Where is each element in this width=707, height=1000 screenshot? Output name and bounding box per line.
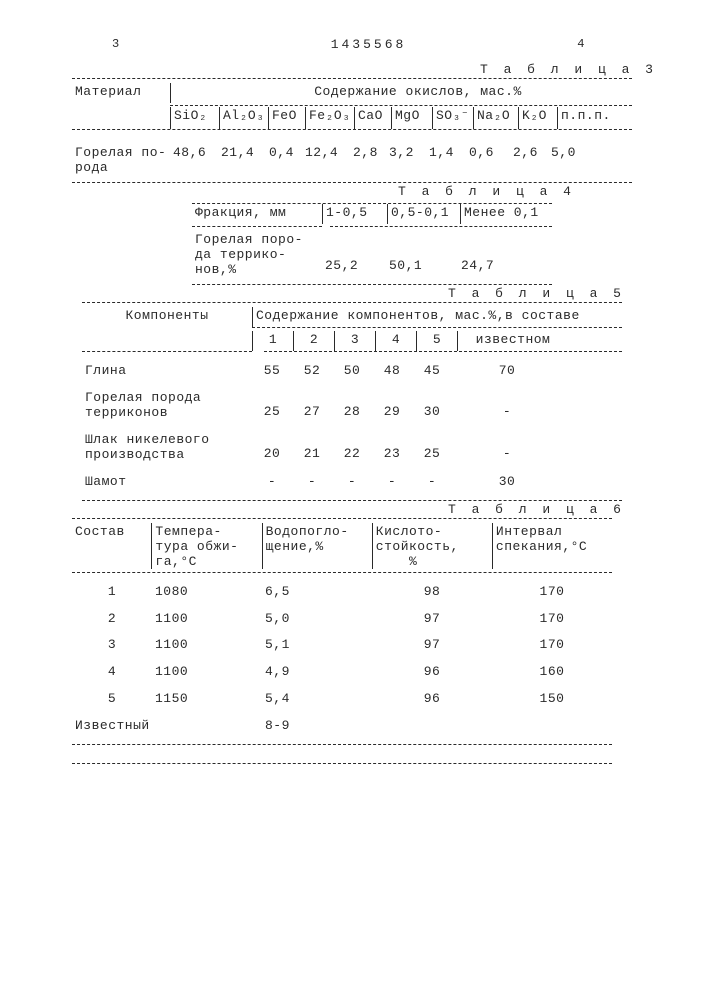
t3-rowhdr: Материал	[72, 83, 170, 103]
t6-row: 2 1100 5,0 97 170	[72, 610, 612, 629]
t6-row: 1 1080 6,5 98 170	[72, 583, 612, 602]
table4-caption: Т а б л и ц а 4	[72, 185, 665, 200]
t3-oxide-header: SiO₂ Al₂O₃ FeO Fe₂O₃ CaO MgO SO₃⁻ Na₂O K…	[72, 107, 665, 129]
t6-row: 5 1150 5,4 96 150	[72, 690, 612, 709]
t4-hdr: Фракция, мм	[192, 204, 322, 224]
doc-number: 1435568	[72, 38, 665, 53]
t5-col0: Компоненты	[82, 307, 252, 327]
table4: Фракция, мм 1-0,5 0,5-0,1 Менее 0,1 Горе…	[192, 203, 552, 285]
table6: Состав Темпера- тура обжи- га,°С Водопог…	[72, 523, 612, 764]
t4-datarow: Горелая поро- да террико- нов,% 25,2 50,…	[192, 231, 552, 280]
page-left: 3	[112, 38, 120, 52]
t6-header: Состав Темпера- тура обжи- га,°С Водопог…	[72, 523, 612, 572]
t3-group: Содержание окислов, мас.%	[171, 83, 665, 103]
t5-row: Шамот - - - - - 30	[82, 473, 622, 492]
table5: Компоненты Содержание компонентов, мас.%…	[82, 307, 622, 501]
page-right: 4	[577, 38, 585, 52]
t6-row: 3 1100 5,1 97 170	[72, 636, 612, 655]
t5-row: Глина 55 52 50 48 45 70	[82, 362, 622, 381]
table6-caption: Т а б л и ц а 6	[72, 503, 665, 518]
t5-group: Содержание компонентов, мас.%,в составе	[253, 307, 622, 327]
t5-numhdr: 1 2 3 4 5 известном	[82, 331, 622, 351]
table5-caption: Т а б л и ц а 5	[72, 287, 665, 302]
t6-row: Известный 8-9	[72, 717, 612, 736]
t5-row: Горелая порода терриконов 25 27 28 29 30…	[82, 389, 622, 423]
t5-row: Шлак никелевого производства 20 21 22 23…	[82, 431, 622, 465]
table3: Материал Содержание окислов, мас.% SiO₂ …	[72, 83, 665, 183]
t3-datarow: Горелая по- рода 48,6 21,4 0,4 12,4 2,8 …	[72, 144, 665, 178]
table3-caption: Т а б л и ц а 3	[72, 63, 665, 78]
t6-row: 4 1100 4,9 96 160	[72, 663, 612, 682]
